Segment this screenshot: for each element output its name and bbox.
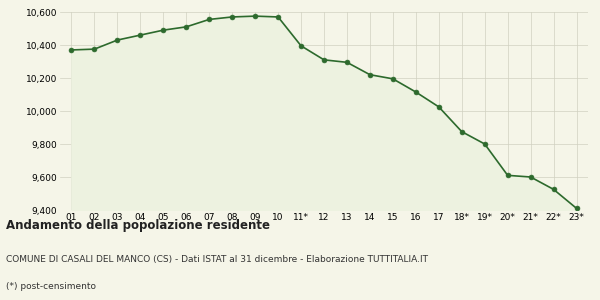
Point: [549, 187, 559, 192]
Point: [365, 72, 375, 77]
Point: [457, 129, 467, 134]
Point: [136, 33, 145, 38]
Point: [181, 25, 191, 29]
Point: [342, 60, 352, 65]
Text: COMUNE DI CASALI DEL MANCO (CS) - Dati ISTAT al 31 dicembre - Elaborazione TUTTI: COMUNE DI CASALI DEL MANCO (CS) - Dati I…: [6, 255, 428, 264]
Point: [434, 104, 443, 109]
Point: [572, 206, 581, 211]
Point: [113, 38, 122, 43]
Point: [67, 48, 76, 52]
Point: [411, 90, 421, 94]
Point: [158, 28, 168, 33]
Point: [480, 142, 490, 146]
Point: [205, 17, 214, 22]
Text: (*) post-censimento: (*) post-censimento: [6, 282, 96, 291]
Point: [503, 173, 512, 178]
Point: [388, 76, 398, 81]
Point: [296, 44, 306, 48]
Point: [89, 47, 99, 52]
Point: [319, 58, 329, 62]
Point: [273, 15, 283, 20]
Point: [250, 14, 260, 19]
Point: [526, 175, 535, 179]
Point: [227, 15, 237, 20]
Text: Andamento della popolazione residente: Andamento della popolazione residente: [6, 219, 270, 232]
